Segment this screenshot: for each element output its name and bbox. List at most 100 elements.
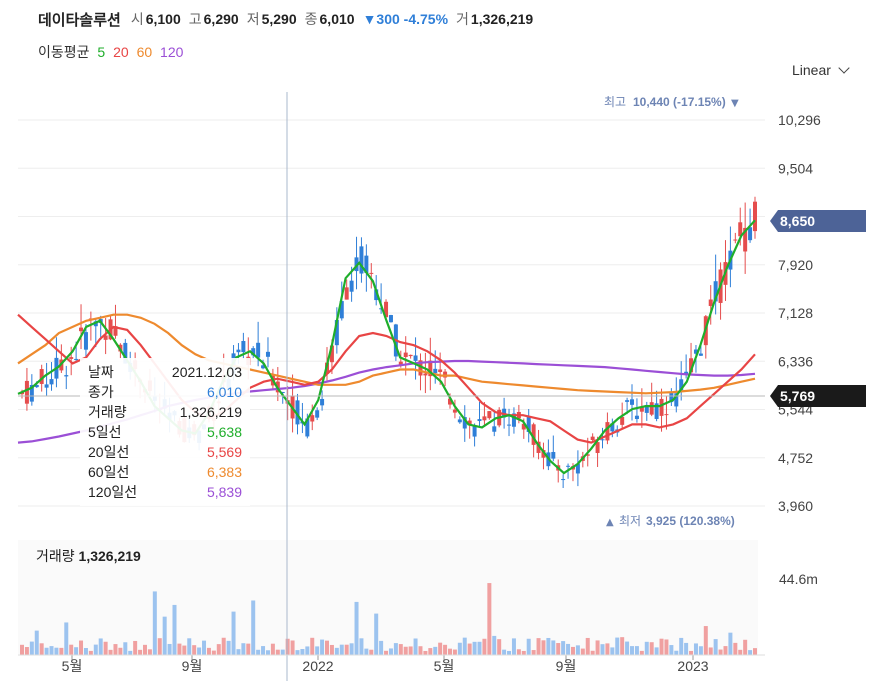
volume-bar <box>462 637 467 655</box>
scale-dropdown[interactable]: Linear <box>792 62 850 78</box>
volume-bar <box>172 604 177 655</box>
candle-body <box>743 227 748 252</box>
volume-bar <box>482 638 487 655</box>
volume-bar <box>270 643 275 655</box>
volume-bar <box>738 649 743 655</box>
tooltip-ma120-value: 5,839 <box>206 484 242 500</box>
ma120-legend[interactable]: 120 <box>160 44 184 60</box>
volume-bar <box>20 644 24 655</box>
volume-bar <box>580 648 585 655</box>
volume-bar <box>679 637 684 655</box>
tooltip-row: 5일선 5,638 <box>88 422 242 442</box>
volume-bar <box>29 641 34 655</box>
candle-body <box>69 357 74 359</box>
open-label: 시 <box>130 11 144 27</box>
candle-body <box>103 335 108 340</box>
volume-bar <box>74 647 79 655</box>
min-annotation: ▲ 최저 3,925 (120.38%) <box>606 514 735 528</box>
candle-body <box>738 222 743 237</box>
volume-bar <box>723 646 728 655</box>
candle-body <box>29 384 34 402</box>
volume-axis-tick: 44.6m <box>779 571 818 587</box>
candle-body <box>408 354 413 357</box>
volume-bar <box>118 647 123 655</box>
candle-body <box>684 371 689 375</box>
tooltip-ma5-value: 5,638 <box>206 424 242 440</box>
candle-body <box>452 409 457 413</box>
candle-body <box>590 436 595 441</box>
volume-bar <box>211 650 216 655</box>
max-annotation-value: 10,440 (-17.15%) <box>633 95 726 109</box>
candle-body <box>521 423 526 430</box>
candle-body <box>354 257 359 272</box>
volume-bar <box>516 649 521 655</box>
candle-body <box>403 352 408 358</box>
volume-bar <box>610 647 615 655</box>
max-annotation: 최고 10,440 (-17.15%) ▼ <box>604 95 739 109</box>
volume-bar <box>256 649 261 655</box>
ma20-legend[interactable]: 20 <box>113 44 129 60</box>
candle-body <box>359 246 364 274</box>
volume-bar <box>393 643 398 655</box>
crosshair-price-tag: 5,769 <box>770 385 866 407</box>
volume-bar <box>664 639 669 655</box>
tooltip-ma120-label: 120일선 <box>88 484 138 500</box>
tooltip-close-value: 6,010 <box>206 384 242 400</box>
candle-body <box>561 479 566 481</box>
volume-bar <box>703 626 708 655</box>
candle-body <box>398 361 403 366</box>
candle-body <box>620 416 625 425</box>
candle-body <box>679 379 684 391</box>
candle-body <box>482 416 487 421</box>
volume-bar <box>344 644 349 655</box>
volume-panel-title: 거래량 <box>36 548 75 564</box>
volume-bar <box>615 637 620 655</box>
volume-bar <box>433 646 438 655</box>
candle-body <box>34 385 39 388</box>
volume-bar <box>123 642 128 655</box>
candle-body <box>733 239 738 241</box>
volume-bar <box>364 648 369 655</box>
volume-bar <box>457 642 462 655</box>
volume-value: 1,326,219 <box>470 11 534 27</box>
candle-body <box>123 342 128 364</box>
tooltip-row: 종가 6,010 <box>88 382 242 402</box>
candle-body <box>477 419 482 422</box>
volume-bar <box>447 648 452 655</box>
candle-body <box>364 255 369 273</box>
ma5-legend[interactable]: 5 <box>97 44 106 60</box>
volume-bar <box>556 643 561 655</box>
tooltip-volume-label: 거래량 <box>88 404 127 420</box>
tooltip-row: 날짜 2021.12.03 <box>88 362 242 382</box>
volume-bar <box>625 641 630 655</box>
volume-bar <box>472 641 477 655</box>
volume-bar <box>659 638 664 655</box>
volume-bar <box>620 637 625 655</box>
candle-body <box>644 404 649 413</box>
ma60-legend[interactable]: 60 <box>136 44 153 60</box>
volume-bar <box>561 641 566 655</box>
volume-panel-label: 거래량 1,326,219 <box>36 546 141 566</box>
volume-bar <box>575 645 580 655</box>
volume-bar <box>590 650 595 655</box>
volume-bar <box>408 646 413 655</box>
candle-body <box>654 403 659 419</box>
volume-bar <box>182 645 187 655</box>
volume-bar <box>536 638 541 655</box>
stock-summary-header: 데이타솔루션 시 6,100 고 6,290 저 5,290 종 6,010 ▼… <box>38 8 541 30</box>
volume-bar <box>600 644 605 655</box>
volume-bar <box>733 642 738 655</box>
candle-body <box>472 425 477 437</box>
tooltip-date-value: 2021.12.03 <box>171 364 242 380</box>
candle-body <box>49 379 54 385</box>
volume-bar <box>157 638 162 655</box>
candle-body <box>374 289 379 301</box>
candle-body <box>369 272 374 274</box>
max-annotation-label: 최고 <box>604 95 626 109</box>
volume-bar <box>236 649 241 655</box>
volume-bar <box>418 646 423 655</box>
volume-bar <box>438 642 443 655</box>
x-tick-label: 9월 <box>182 658 203 674</box>
volume-bar <box>487 583 492 655</box>
